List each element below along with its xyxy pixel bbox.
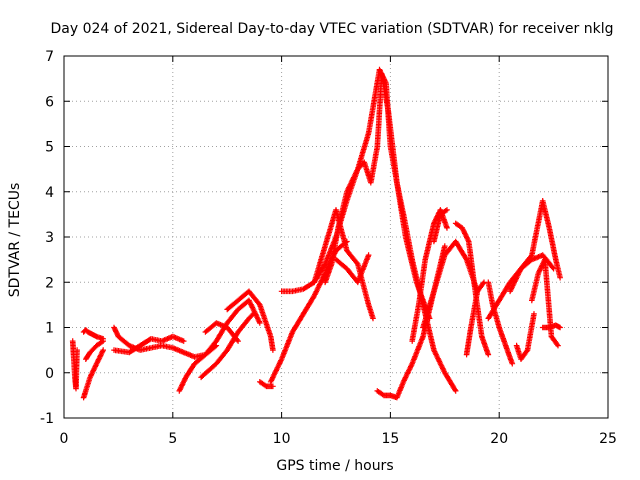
x-axis-label: GPS time / hours [276, 458, 393, 474]
point-marks [333, 252, 372, 286]
point-marks [322, 71, 433, 322]
point-marks [463, 279, 487, 358]
y-tick-label: 3 [45, 230, 54, 246]
series-arc-7 [176, 297, 263, 394]
point-marks [485, 198, 563, 322]
series-arc-15 [322, 71, 433, 322]
point-marks [83, 338, 106, 362]
point-marks [80, 327, 106, 342]
y-axis-label: SDTVAR / TECUs [7, 183, 23, 298]
point-marks [431, 207, 450, 245]
series-arc-2 [80, 327, 106, 342]
point-marks [539, 322, 563, 331]
series-arc-4 [83, 338, 106, 362]
series-arc-28 [539, 322, 563, 331]
y-tick-label: 5 [45, 140, 54, 156]
y-tick-label: 7 [45, 49, 54, 65]
point-marks [176, 297, 263, 394]
y-tick-label: 0 [45, 366, 54, 382]
point-marks [202, 320, 241, 344]
series-arc-9 [202, 320, 241, 344]
point-marks [69, 338, 80, 392]
y-tick-label: -1 [40, 411, 54, 427]
y-tick-label: 4 [45, 185, 54, 201]
y-tick-label: 2 [45, 275, 54, 291]
point-marks [529, 256, 561, 349]
y-tick-label: 1 [45, 321, 54, 337]
series-arc-6 [111, 333, 187, 356]
chart-title: Day 024 of 2021, Sidereal Day-to-day VTE… [51, 21, 614, 37]
y-tick-label: 6 [45, 94, 54, 110]
point-marks [513, 311, 537, 362]
series-arc-20 [431, 207, 450, 245]
series-arc-1 [69, 338, 80, 392]
series-arc-11 [257, 379, 276, 390]
x-tick-label: 15 [381, 431, 399, 447]
series-arc-27 [529, 256, 561, 349]
series-arc-10 [224, 288, 276, 353]
data-points [69, 66, 563, 401]
series-arc-3 [80, 347, 106, 401]
point-marks [111, 333, 187, 356]
point-marks [80, 347, 106, 401]
x-tick-label: 10 [273, 431, 291, 447]
x-tick-label: 5 [168, 431, 177, 447]
series-arc-26 [513, 311, 537, 362]
axis-ticks: 0 5 10 15 20 25 -1 0 1 2 3 4 5 6 7 [40, 49, 617, 447]
x-tick-label: 20 [490, 431, 508, 447]
series-arc-24 [485, 198, 563, 322]
series-arc-16 [333, 252, 372, 286]
x-tick-label: 0 [60, 431, 69, 447]
x-tick-label: 25 [599, 431, 617, 447]
point-marks [224, 288, 276, 353]
series-arc-22 [463, 279, 487, 358]
point-marks [257, 379, 276, 390]
series-arc-8 [198, 311, 257, 381]
point-marks [198, 311, 257, 381]
